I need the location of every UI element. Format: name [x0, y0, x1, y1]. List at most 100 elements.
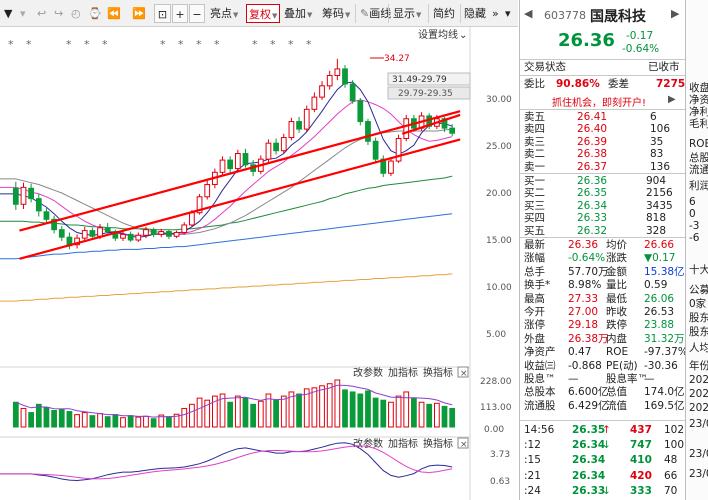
buy-level-row[interactable]: 买五 26.32 328 [520, 225, 686, 238]
stat-label: 最低 [606, 292, 627, 305]
tick-row[interactable]: :12 26.34 ↓ 747 100 [520, 439, 686, 452]
trendline[interactable] [19, 138, 461, 260]
event-star-marker[interactable]: * [26, 38, 32, 51]
zoom-out-button[interactable]: − [189, 4, 205, 23]
event-star-marker[interactable]: * [306, 38, 312, 51]
volume-bar [311, 387, 318, 428]
stat-row[interactable]: 净资产 0.47 ROE -97.37% [520, 346, 688, 359]
stat-row[interactable]: 总手 57.70万 金额 15.38亿 [520, 266, 686, 279]
trendline[interactable] [401, 113, 461, 135]
rewind-icon[interactable]: ⏪ [107, 7, 121, 20]
record-icon[interactable]: ◴ [71, 7, 81, 20]
event-star-marker[interactable]: * [196, 38, 202, 51]
stat-label: 总手 [524, 265, 545, 278]
buy-level-row[interactable]: 买三 26.34 3435 [520, 200, 686, 213]
sell-level-row[interactable]: 卖二 26.38 83 [520, 148, 686, 161]
display-label: 显示 [393, 7, 415, 20]
event-star-marker[interactable]: * [214, 38, 220, 51]
display-button[interactable]: 显示▼ [393, 4, 421, 23]
add-indicator-button[interactable]: 加指标 [388, 366, 418, 379]
stat-row[interactable]: 收益㈢ -0.868 PE(动) -30.36 [520, 360, 686, 373]
tick-row[interactable]: :15 26.34 410 48 [520, 454, 686, 467]
trade-status-label: 交易状态 [524, 61, 566, 73]
event-star-marker[interactable]: * [66, 38, 72, 51]
candle-up [326, 75, 333, 87]
adjust-button[interactable]: 复权▼ [246, 4, 281, 23]
stat-row[interactable]: 换手* 8.98% 量比 0.59 [520, 279, 686, 292]
tick-row[interactable]: 14:56 26.35 ↑ 437 102 [520, 424, 686, 437]
next-stock-icon[interactable]: ▶ [671, 7, 680, 20]
params-button[interactable]: 改参数 [353, 366, 383, 379]
event-star-marker[interactable]: * [8, 38, 14, 51]
add-indicator-button[interactable]: 加指标 [388, 437, 418, 450]
volume-bar [349, 391, 356, 428]
overlay-button[interactable]: 叠加▼ [284, 4, 312, 23]
side-panel-text: 流通 [689, 164, 708, 176]
sell-level-row[interactable]: 卖一 26.37 136 [520, 161, 686, 174]
tick-row[interactable]: :21 26.34 420 66 [520, 470, 686, 483]
highlight-button[interactable]: 亮点▼ [210, 4, 238, 23]
stat-row[interactable]: 涨停 29.18 跌停 23.88 [520, 319, 686, 332]
event-star-marker[interactable]: * [160, 38, 166, 51]
stat-row[interactable]: 流通股 6.429亿 流值 169.5亿 [520, 400, 686, 413]
ma-settings-label[interactable]: 设置均线 [418, 28, 458, 41]
event-star-marker[interactable]: * [178, 38, 184, 51]
params-button[interactable]: 改参数 [353, 437, 383, 450]
stat-label: 昨收 [606, 306, 627, 318]
buy-level-row[interactable]: 买二 26.35 2156 [520, 187, 686, 200]
sell-level-row[interactable]: 卖五 26.41 6 [520, 111, 686, 124]
candle-up [234, 153, 241, 170]
history-icon[interactable]: ⌚ [88, 7, 102, 20]
forward-icon[interactable]: ⏩ [132, 7, 146, 20]
volume-bar [296, 393, 302, 428]
stat-label: 收益㈢ [524, 359, 556, 372]
buy-level-row[interactable]: 买四 26.33 818 [520, 212, 686, 225]
event-star-marker[interactable]: * [288, 38, 294, 51]
next-arrow-icon[interactable]: ↪ [54, 7, 64, 20]
stat-row[interactable]: 总股本 6.600亿 总值 174.0亿 [520, 386, 686, 399]
candlestick-chart[interactable]: * * * * * * * * * * * * * 设置均线 ⌄ 30.00 25.00 20.00 1… [0, 27, 518, 500]
chips-button[interactable]: 筹码▼ [322, 4, 350, 23]
trendline[interactable] [19, 110, 461, 232]
event-star-marker[interactable]: * [102, 38, 108, 51]
switch-indicator-button[interactable]: 换指标 [423, 437, 453, 450]
vol-tick: 228.00 [480, 377, 512, 387]
brief-button[interactable]: 简约 [433, 7, 455, 20]
stat-row[interactable]: 外盘 26.38万 内盘 31.32万 [520, 333, 686, 346]
event-star-marker[interactable]: * [84, 38, 90, 51]
next-arrow-icon[interactable]: ▶ [668, 94, 676, 105]
buy-level-row[interactable]: 买一 26.36 904 [520, 175, 686, 188]
volume-bar [234, 395, 241, 428]
sell-level-row[interactable]: 卖三 26.39 35 [520, 136, 686, 149]
volume-bar [219, 393, 226, 428]
tick-time: 14:56 [524, 424, 555, 436]
prev-stock-icon[interactable]: ◀ [524, 7, 533, 20]
event-star-marker[interactable]: * [252, 38, 258, 51]
menu-arrow-icon[interactable]: ▼ [4, 7, 13, 20]
event-star-marker[interactable]: * [270, 38, 276, 51]
stat-row[interactable]: 最新 26.36 均价 26.66 [520, 239, 686, 252]
lock-icon[interactable]: ⊡ [154, 4, 171, 23]
open-account-banner[interactable]: 抓住机会，即刻开户! [552, 98, 647, 109]
divider [520, 59, 686, 60]
stat-row[interactable]: 今开 27.00 昨收 26.53 [520, 306, 686, 319]
close-icon[interactable] [457, 366, 469, 378]
restore-arrow-icon[interactable]: ▾ [20, 7, 26, 20]
candle-up [120, 233, 126, 239]
hide-arrows-icon[interactable]: » [492, 7, 499, 20]
price-range-box-1: 31.49-29.79 [387, 72, 471, 86]
prev-arrow-icon[interactable]: ↩ [37, 7, 47, 20]
tick-row[interactable]: :24 26.33 ↓ 333 70 [520, 485, 686, 498]
draw-button[interactable]: ✎画线 [360, 4, 391, 23]
sell-level-row[interactable]: 卖四 26.40 106 [520, 123, 686, 136]
hide-button[interactable]: 隐藏 [464, 7, 486, 20]
stat-row[interactable]: 股息™ — 股息率™ — [520, 373, 686, 386]
close-icon[interactable] [457, 437, 469, 449]
stat-row[interactable]: 涨幅 -0.64% 涨跌 ▼0.17 [520, 252, 686, 265]
more-icon[interactable]: ▾ [505, 7, 511, 20]
stat-row[interactable]: 最高 27.33 最低 26.06 [520, 293, 686, 306]
zoom-in-button[interactable]: + [172, 4, 188, 23]
switch-indicator-button[interactable]: 换指标 [423, 366, 453, 379]
candle-up [173, 231, 180, 237]
trendlines[interactable] [19, 110, 461, 260]
